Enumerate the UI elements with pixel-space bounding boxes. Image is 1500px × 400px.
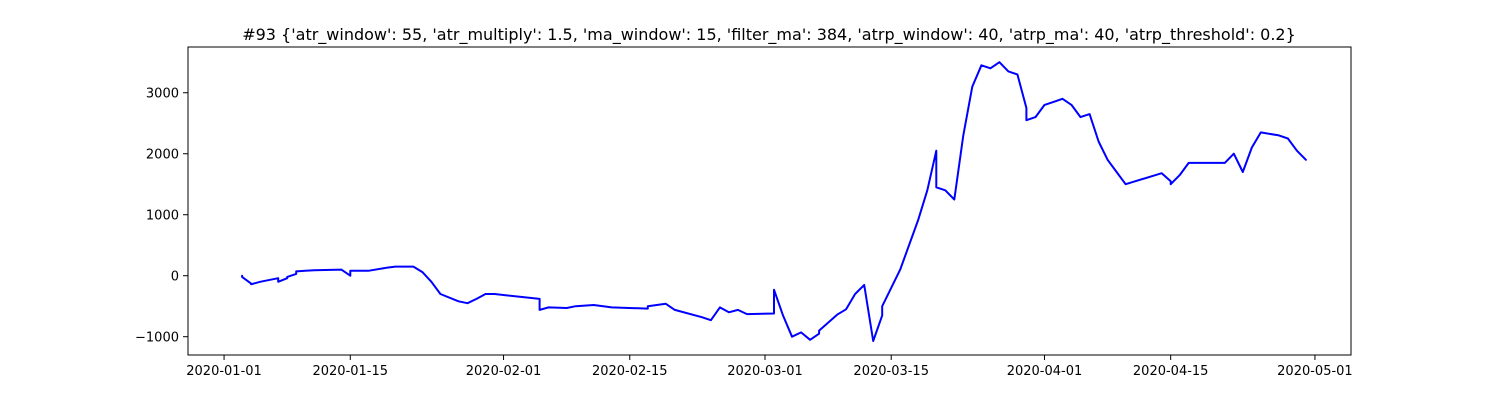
x-tick-label: 2020-05-01 [1277,364,1353,379]
y-tick-label: 1000 [146,209,179,224]
y-tick-label: −1000 [135,331,179,346]
y-tick-label: 0 [171,270,179,285]
x-tick-label: 2020-03-01 [727,364,803,379]
x-tick-label: 2020-04-01 [1007,364,1083,379]
plot-area: 2020-01-01 2020-01-15 2020-02-01 2020-02-15… [135,61,1353,379]
chart-title: #93 {'atr_window': 55, 'atr_multiply': 1… [242,25,1296,45]
y-tick-label: 2000 [146,148,179,163]
x-tick-label: 2020-01-15 [312,364,388,379]
x-tick-label: 2020-03-15 [853,364,929,379]
axes-frame [187,46,1352,356]
x-tick-label: 2020-04-15 [1133,364,1209,379]
x-tick-label: 2020-02-15 [592,364,668,379]
series-line [241,61,1307,342]
x-tick-label: 2020-01-01 [186,364,262,379]
x-tick-label: 2020-02-01 [466,364,542,379]
y-tick-label: 3000 [146,87,179,102]
